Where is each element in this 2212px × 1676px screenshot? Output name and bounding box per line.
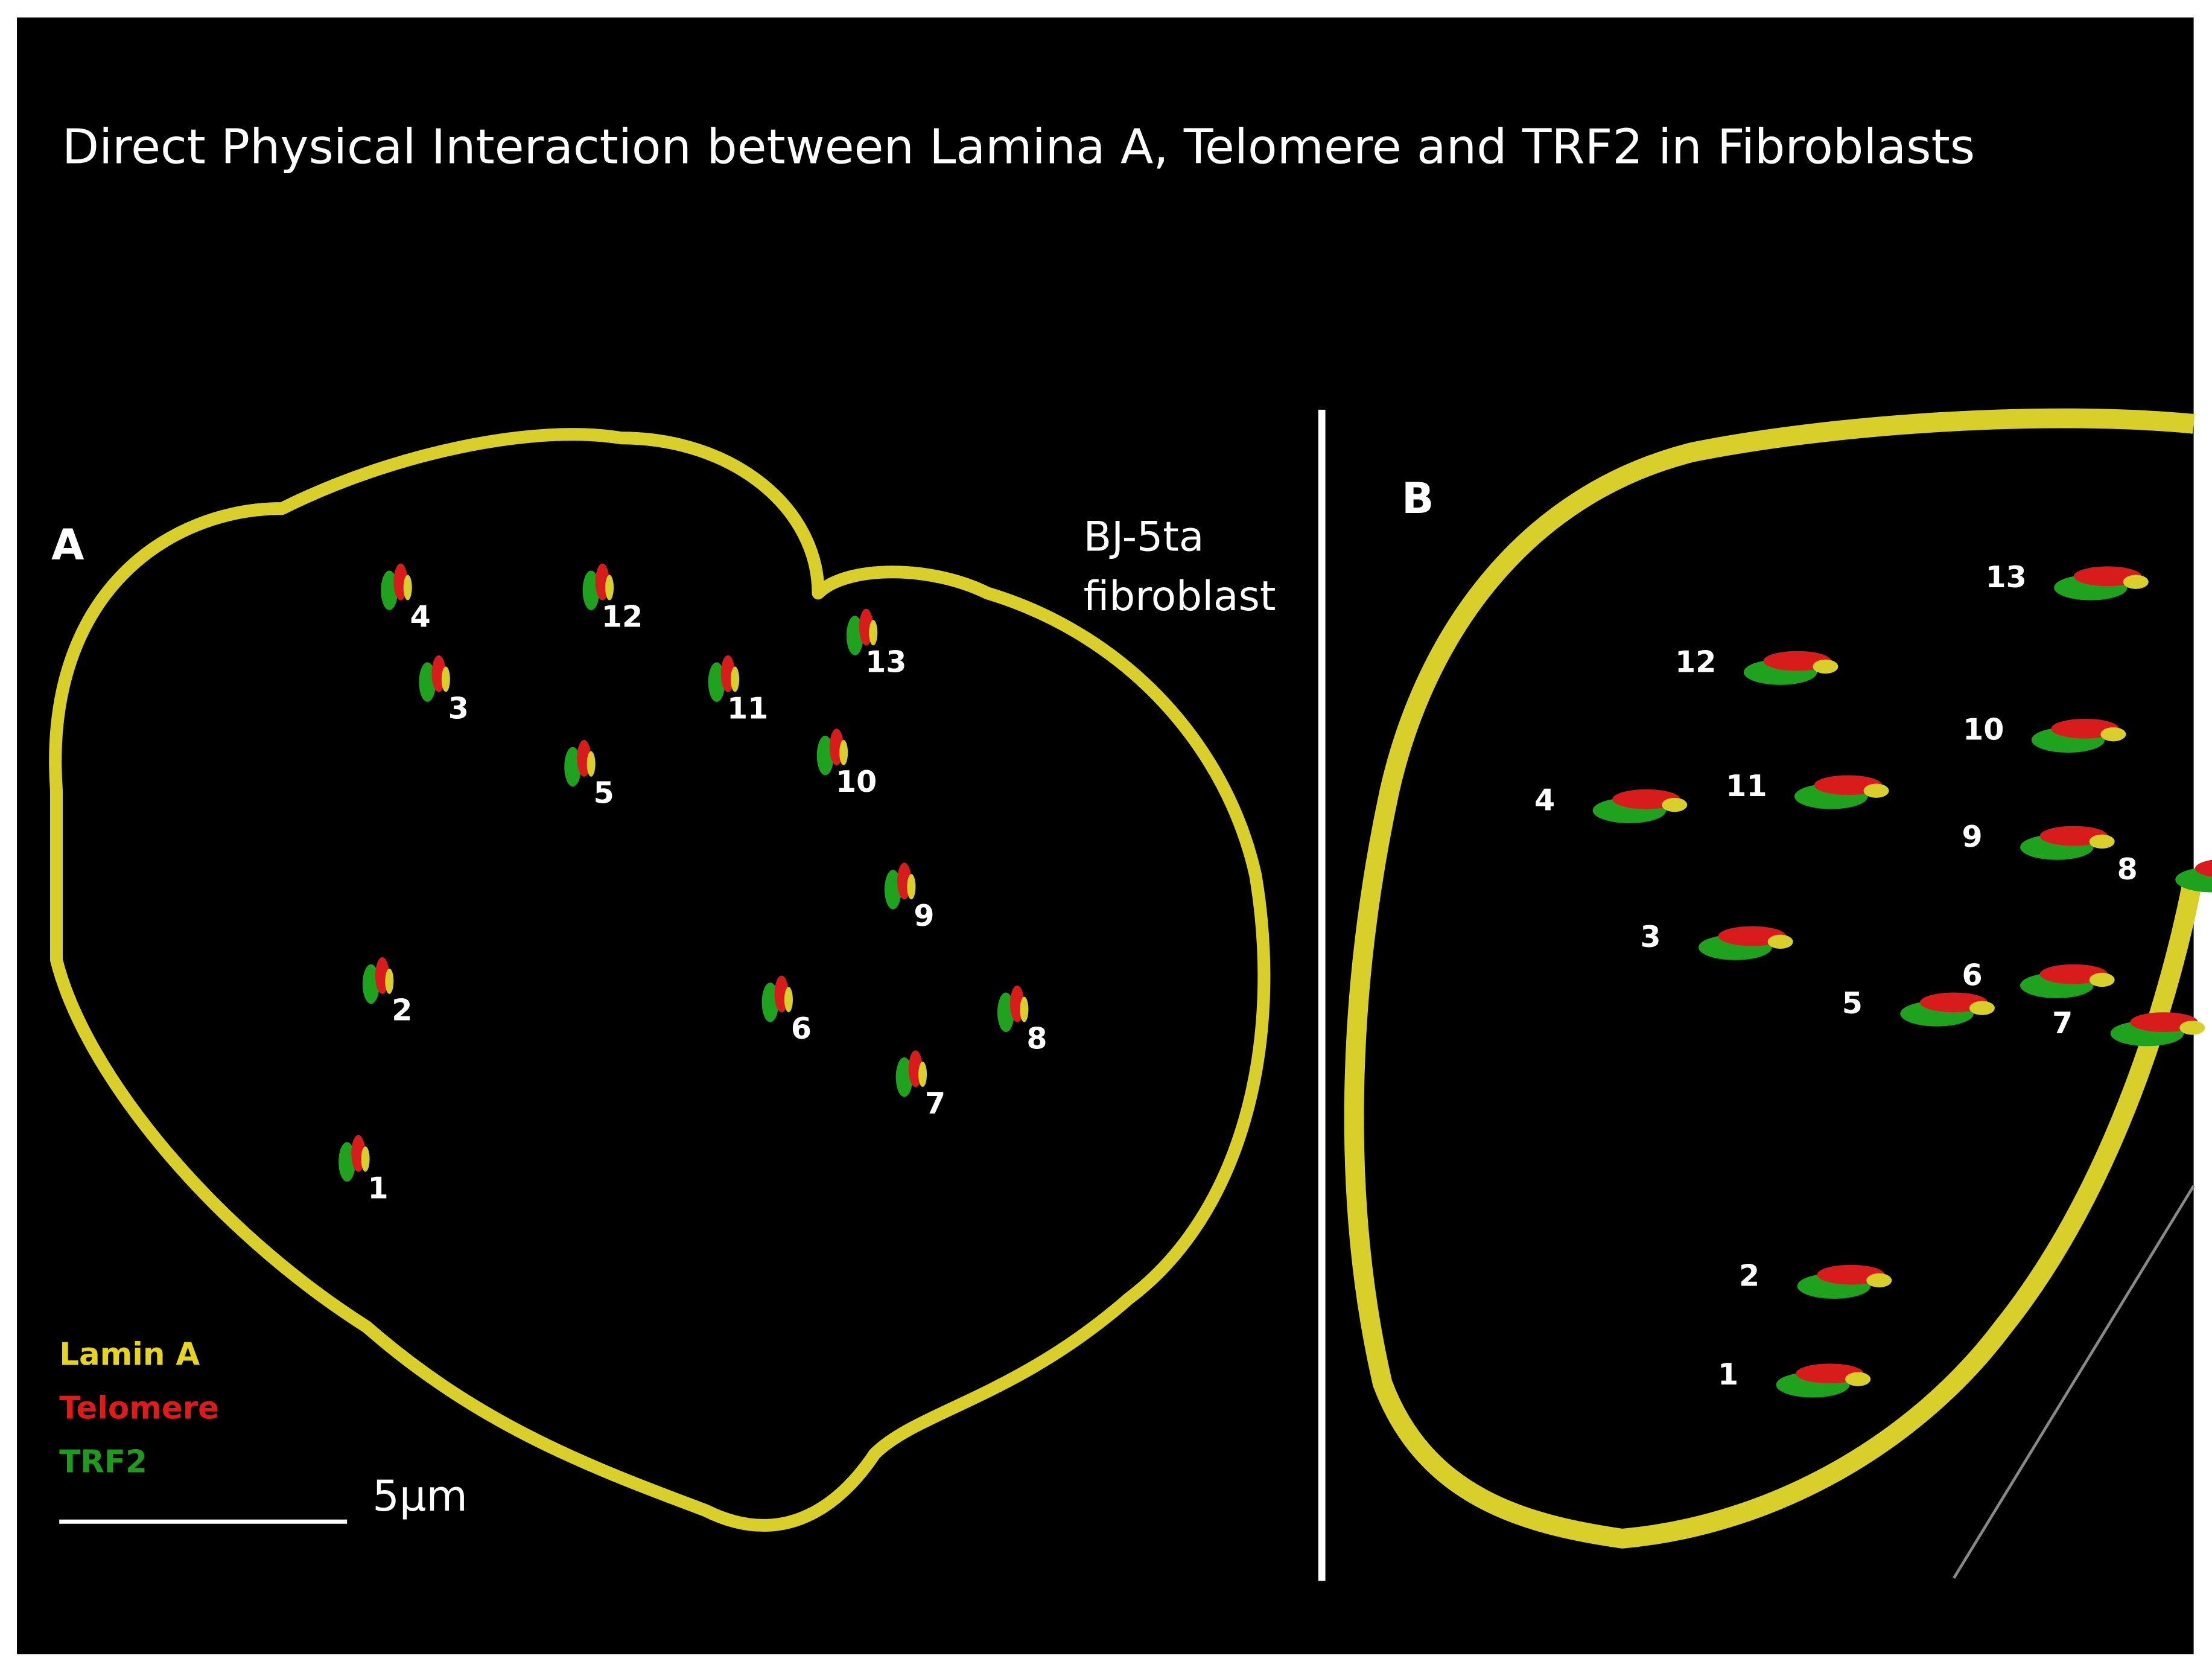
marker-label: 12 <box>1675 644 1716 679</box>
marker-label: 7 <box>925 1086 946 1121</box>
marker-label: 4 <box>410 599 431 634</box>
nucleus-outline <box>49 428 1271 1532</box>
marker-label: 6 <box>1962 957 1982 992</box>
lamin-spot <box>1863 783 1889 798</box>
trf2-spot <box>338 1142 356 1182</box>
lamin-spot <box>361 1146 370 1172</box>
telomere-spot <box>2195 859 2212 877</box>
lamin-spot <box>918 1062 927 1088</box>
background <box>17 17 2194 1655</box>
marker-label: 12 <box>602 599 643 634</box>
lamin-spot <box>403 575 412 601</box>
marker-label: 8 <box>1026 1021 1047 1056</box>
trf2-spot <box>708 662 725 702</box>
trf2-spot <box>564 747 582 787</box>
trf2-spot <box>582 570 600 610</box>
marker-label: 11 <box>727 690 768 725</box>
lamin-spot <box>2100 727 2126 742</box>
cell-label: BJ-5ta <box>1084 513 1204 561</box>
spots <box>338 563 2212 1398</box>
trf2-spot <box>381 570 398 610</box>
trf2-spot <box>997 992 1015 1032</box>
axis-line <box>1953 1185 2195 1579</box>
cell-label: fibroblast <box>1084 572 1276 620</box>
marker-label: 13 <box>1985 559 2026 594</box>
lamin-spot <box>784 987 793 1013</box>
trf2-spot <box>895 1057 913 1097</box>
lamin-spot <box>1969 1001 1995 1015</box>
lamin-spot <box>1866 1273 1892 1288</box>
trf2-spot <box>884 870 901 910</box>
marker-label: 7 <box>2052 1005 2073 1040</box>
lamin-spot <box>869 620 878 646</box>
marker-label: 9 <box>1962 819 1982 854</box>
nucleus-outline <box>1344 408 2204 1549</box>
marker-label: 1 <box>1718 1357 1738 1392</box>
marker-label: 2 <box>1739 1258 1759 1293</box>
lamin-spot <box>1845 1372 1871 1386</box>
marker-label: 4 <box>1534 782 1555 817</box>
trf2-spot <box>846 616 863 655</box>
marker-label: 5 <box>1842 986 1863 1021</box>
marker-label: 10 <box>1963 712 2004 747</box>
lamin-spot <box>605 575 614 601</box>
lamin-spot <box>441 666 450 692</box>
lamin-spot <box>1767 934 1793 949</box>
marker-label: 11 <box>1726 768 1767 803</box>
lamin-spot <box>1813 659 1839 674</box>
marker-label: 2 <box>392 993 412 1028</box>
marker-label: 1 <box>368 1170 389 1205</box>
marker-label: 9 <box>914 898 934 933</box>
legend-entry: Lamin A <box>59 1337 200 1373</box>
lamin-spot <box>2089 834 2115 849</box>
lamin-spot <box>2089 972 2115 987</box>
lamin-spot <box>731 666 740 692</box>
marker-label: 8 <box>2117 852 2138 887</box>
trf2-spot <box>419 662 436 702</box>
scale-bar-label: 5μm <box>372 1471 468 1521</box>
lamin-spot <box>1020 996 1029 1022</box>
marker-label: 10 <box>836 764 877 799</box>
legend-entry: Telomere <box>59 1391 219 1427</box>
marker-label: 5 <box>594 776 614 811</box>
marker-label: 3 <box>448 690 469 725</box>
trf2-spot <box>816 735 834 776</box>
marker-label: 6 <box>791 1011 812 1046</box>
lamin-spot <box>586 751 596 777</box>
panel-label: B <box>1402 474 1434 523</box>
lamin-spot <box>2179 1021 2205 1035</box>
marker-label: 13 <box>865 644 906 679</box>
lamin-spot <box>385 968 394 994</box>
lamin-spot <box>907 874 916 900</box>
panel-label: A <box>51 520 84 570</box>
marker-label: 3 <box>1640 919 1661 954</box>
lamin-spot <box>839 740 848 766</box>
lamin-spot <box>1662 797 1688 812</box>
trf2-spot <box>761 983 779 1022</box>
figure-title: Direct Physical Interaction between Lami… <box>62 119 1975 175</box>
lamin-spot <box>2123 575 2149 589</box>
trf2-spot <box>362 964 380 1004</box>
legend-entry: TRF2 <box>59 1444 147 1480</box>
